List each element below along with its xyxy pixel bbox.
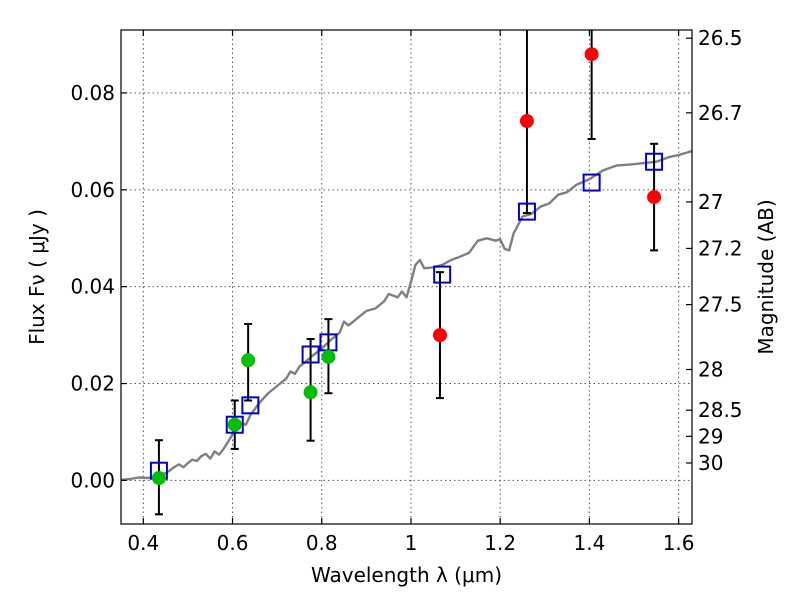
y2-tick-label: 26.5: [698, 26, 743, 50]
y-tick-label: 0.04: [70, 275, 115, 299]
green-point: [303, 385, 318, 400]
grid: [121, 30, 692, 524]
y-axis-label: Flux Fν ( μJy ): [25, 209, 49, 345]
model-spectrum-line: [120, 149, 693, 482]
y-tick-label: 0.08: [70, 81, 115, 105]
green-point: [241, 353, 256, 368]
x-tick-label: 1.4: [573, 531, 605, 555]
y2-tick-label: 29: [698, 424, 723, 448]
red-point: [584, 47, 599, 62]
red-point: [519, 114, 534, 129]
model-point: [433, 265, 452, 284]
model-point: [241, 396, 260, 415]
x-tick-label: 0.4: [127, 531, 159, 555]
green-point: [321, 349, 336, 364]
model-point: [645, 152, 664, 171]
y2-axis-label: Magnitude (AB): [754, 199, 778, 354]
data-points: [151, 47, 662, 485]
green-point: [151, 470, 166, 485]
y2-tick-label: 30: [698, 451, 723, 475]
axis-labels: Wavelength λ (μm) Flux Fν ( μJy ) Magnit…: [25, 199, 778, 587]
model-point: [301, 345, 320, 364]
y2-tick-label: 27: [698, 190, 723, 214]
plot-frame: [120, 29, 693, 525]
y-tick-label: 0.00: [70, 468, 115, 492]
y2-tick-label: 27.5: [698, 293, 743, 317]
y2-tick-label: 27.2: [698, 236, 743, 260]
x-axis-label: Wavelength λ (μm): [311, 563, 502, 587]
x-tick-label: 0.8: [306, 531, 338, 555]
y2-tick-label: 28.5: [698, 398, 743, 422]
y2-tick-label: 26.7: [698, 101, 743, 125]
model-point: [225, 415, 244, 434]
y2-tick-label: 28: [698, 358, 723, 382]
model-points: [149, 152, 664, 480]
red-point: [647, 190, 662, 205]
x-tick-label: 1.2: [484, 531, 516, 555]
x-tick-label: 1: [405, 531, 418, 555]
x-tick-label: 0.6: [217, 531, 249, 555]
model-point: [582, 173, 601, 192]
error-bars: [154, 30, 659, 516]
red-point: [432, 328, 447, 343]
y-tick-label: 0.02: [70, 372, 115, 396]
x-tick-label: 1.6: [663, 531, 695, 555]
axes: 0.4 0.6 0.8 1 1.2 1.4 1.6 0.00 0.02 0.04 0.06 0.08 2…: [70, 26, 742, 555]
green-point: [227, 417, 242, 432]
model-spectrum: [120, 149, 693, 482]
model-point: [517, 202, 536, 221]
y-tick-label: 0.06: [70, 178, 115, 202]
